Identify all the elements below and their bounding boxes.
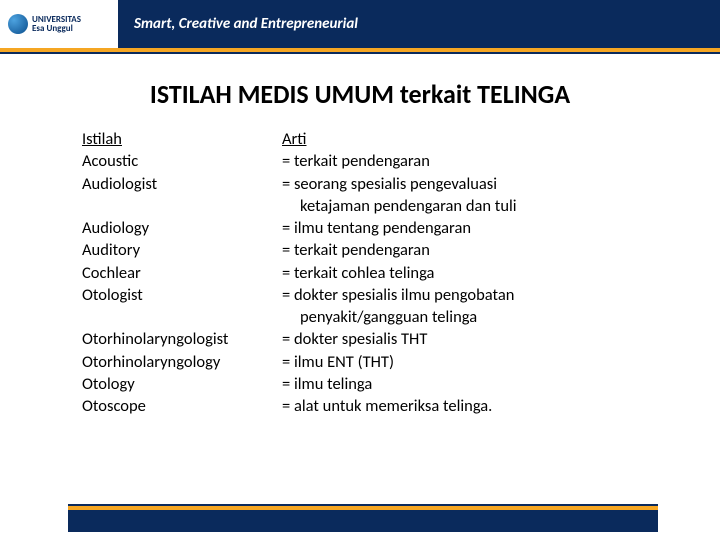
table-row: ketajaman pendengaran dan tuli xyxy=(82,195,680,217)
meaning-cell: = ilmu ENT (THT) xyxy=(282,351,680,373)
term-cell: Acoustic xyxy=(82,150,282,172)
term-cell: Audiologist xyxy=(82,173,282,195)
meaning-cell: = dokter spesialis ilmu pengobatan xyxy=(282,284,680,306)
term-cell xyxy=(82,195,282,217)
meaning-cell: = dokter spesialis THT xyxy=(282,328,680,350)
table-row: Otology= ilmu telinga xyxy=(82,373,680,395)
page-title: ISTILAH MEDIS UMUM terkait TELINGA xyxy=(0,78,720,110)
term-cell: Otology xyxy=(82,373,282,395)
slide: UNIVERSITAS Esa Unggul Smart, Creative a… xyxy=(0,0,720,540)
meaning-cell: = ilmu tentang pendengaran xyxy=(282,217,680,239)
terms-table: Istilah Arti Acoustic= terkait pendengar… xyxy=(82,128,680,417)
table-row: Acoustic= terkait pendengaran xyxy=(82,150,680,172)
table-row: penyakit/gangguan telinga xyxy=(82,306,680,328)
table-row: Auditory= terkait pendengaran xyxy=(82,239,680,261)
meaning-cell: = seorang spesialis pengevaluasi xyxy=(282,173,680,195)
footer-bar xyxy=(68,510,658,532)
table-row: Audiology= ilmu tentang pendengaran xyxy=(82,217,680,239)
term-cell: Auditory xyxy=(82,239,282,261)
globe-icon xyxy=(8,14,28,34)
meaning-cell: ketajaman pendengaran dan tuli xyxy=(282,195,680,217)
term-cell xyxy=(82,306,282,328)
term-cell: Otorhinolaryngology xyxy=(82,351,282,373)
term-cell: Otorhinolaryngologist xyxy=(82,328,282,350)
table-row: Otoscope= alat untuk memeriksa telinga. xyxy=(82,395,680,417)
meaning-cell: = terkait pendengaran xyxy=(282,239,680,261)
header-accent-line2 xyxy=(0,52,720,54)
term-cell: Audiology xyxy=(82,217,282,239)
logo-area: UNIVERSITAS Esa Unggul xyxy=(0,0,118,48)
logo-name: Esa Unggul xyxy=(32,23,73,34)
table-row: Otorhinolaryngology= ilmu ENT (THT) xyxy=(82,351,680,373)
header-bar: UNIVERSITAS Esa Unggul Smart, Creative a… xyxy=(0,0,720,48)
meaning-cell: = ilmu telinga xyxy=(282,373,680,395)
table-row: Cochlear= terkait cohlea telinga xyxy=(82,262,680,284)
table-header-row: Istilah Arti xyxy=(82,128,680,150)
footer xyxy=(68,488,658,532)
tagline: Smart, Creative and Entrepreneurial xyxy=(134,15,358,33)
term-cell: Cochlear xyxy=(82,262,282,284)
col-header-term: Istilah xyxy=(82,128,282,150)
meaning-cell: = terkait pendengaran xyxy=(282,150,680,172)
table-row: Audiologist= seorang spesialis pengevalu… xyxy=(82,173,680,195)
col-header-meaning: Arti xyxy=(282,128,680,150)
term-cell: Otologist xyxy=(82,284,282,306)
table-row: Otologist= dokter spesialis ilmu pengoba… xyxy=(82,284,680,306)
logo-text: UNIVERSITAS Esa Unggul xyxy=(32,15,81,33)
meaning-cell: penyakit/gangguan telinga xyxy=(282,306,680,328)
table-row: Otorhinolaryngologist= dokter spesialis … xyxy=(82,328,680,350)
meaning-cell: = terkait cohlea telinga xyxy=(282,262,680,284)
term-cell: Otoscope xyxy=(82,395,282,417)
meaning-cell: = alat untuk memeriksa telinga. xyxy=(282,395,680,417)
